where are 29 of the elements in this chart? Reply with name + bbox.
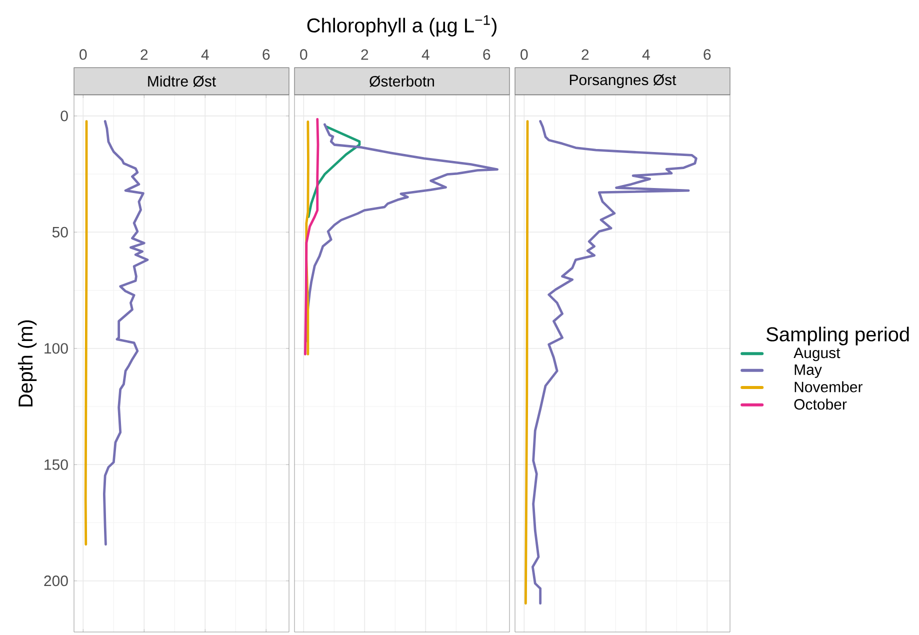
chart-title: Porsangnes Øst [570,74,676,88]
y-tick-label: 0 [60,110,68,122]
chart-title: Midtre Øst [148,76,216,87]
x-tick-label: 6 [704,49,711,60]
x-tick-label: 4 [642,49,650,60]
x-tick-label: 2 [140,49,148,60]
x-axis-title: Chlorophyll a (µg L$^{−1}$) [307,15,496,36]
legend-label: May [794,364,822,378]
x-tick-label: 4 [422,49,430,60]
y-tick-label: 200 [44,576,68,586]
legend-label: October [794,398,847,410]
legend-label: August [794,348,840,362]
x-tick-label: 2 [361,49,368,60]
x-tick-label: 2 [582,49,589,60]
line-series [102,120,149,546]
x-tick-label: 0 [520,49,528,60]
x-tick-label: 6 [483,49,490,60]
y-tick-label: 100 [44,343,68,354]
chart-title: Østerbotn [370,76,434,87]
x-tick-label: 0 [300,49,308,60]
line-series [84,120,88,546]
y-tick-label: 150 [44,459,68,470]
x-tick-label: 6 [262,49,270,60]
y-axis-title: Depth (m) [18,320,37,406]
legend-label: November [794,381,863,392]
x-tick-label: 4 [201,49,209,60]
y-tick-label: 50 [52,226,68,238]
x-tick-label: 0 [80,49,87,60]
legend-title: Sampling period [766,326,909,346]
